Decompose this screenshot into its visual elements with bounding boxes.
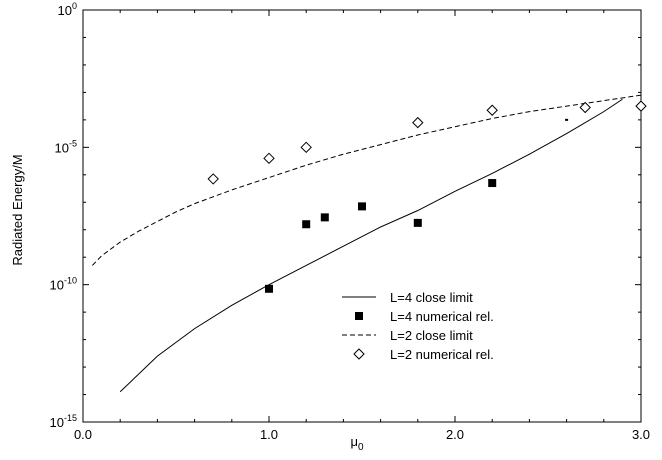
legend-marker-sample xyxy=(353,348,365,360)
y-tick-label-exponent: -15 xyxy=(64,413,77,423)
x-axis-label-main: μ xyxy=(350,434,358,449)
data-point xyxy=(635,100,647,112)
legend-entry: L=4 close limit xyxy=(342,290,473,305)
plot-border xyxy=(82,9,642,423)
legend-label: L=2 numerical rel. xyxy=(390,347,494,362)
series-line xyxy=(119,98,623,393)
plot-frame xyxy=(82,9,642,423)
y-axis-label: Radiated Energy/M xyxy=(10,154,25,265)
y-tick-label-exponent: 0 xyxy=(72,1,77,11)
x-tick-label: 2.0 xyxy=(446,427,464,442)
data-point xyxy=(579,101,591,114)
data-point xyxy=(488,179,497,188)
data-point xyxy=(412,116,424,129)
x-axis-label: μ0 xyxy=(350,434,364,453)
x-axis-label-subscript: 0 xyxy=(358,442,364,453)
data-point xyxy=(207,173,219,185)
y-tick-label: 10-10 xyxy=(50,276,77,293)
x-axis-ticks: 0.0 1.0 2.0 3.0 xyxy=(74,10,650,442)
series-4 xyxy=(207,100,647,185)
y-tick-label: 10-15 xyxy=(50,413,77,430)
y-tick-label-base: 10 xyxy=(50,278,64,293)
series-layer xyxy=(91,94,647,393)
y-tick-label-exponent: -5 xyxy=(69,138,77,148)
series-line xyxy=(91,94,642,266)
data-point-extra xyxy=(565,118,569,121)
series-2 xyxy=(265,179,497,293)
y-tick-label-base: 10 xyxy=(55,140,69,155)
y-tick-label-base: 10 xyxy=(58,3,72,18)
legend-label: L=2 close limit xyxy=(390,328,473,343)
legend-marker-sample xyxy=(355,312,363,320)
legend-label: L=4 numerical rel. xyxy=(390,309,494,324)
data-point xyxy=(486,104,498,116)
y-tick-label-base: 10 xyxy=(50,415,64,430)
legend-label: L=4 close limit xyxy=(390,290,473,305)
data-point xyxy=(300,141,312,154)
data-point xyxy=(320,213,329,222)
x-tick-label: 3.0 xyxy=(632,427,650,442)
data-point xyxy=(263,152,275,165)
legend: L=4 close limit L=4 numerical rel. L=2 clo… xyxy=(342,290,494,362)
legend-entry: L=4 numerical rel. xyxy=(355,309,494,324)
y-tick-label: 100 xyxy=(58,1,77,18)
legend-entry: L=2 numerical rel. xyxy=(353,347,494,362)
y-tick-label-exponent: -10 xyxy=(64,276,77,286)
data-point xyxy=(413,218,422,227)
series-1 xyxy=(119,98,623,393)
legend-entry: L=2 close limit xyxy=(342,328,473,343)
data-point xyxy=(302,220,311,229)
data-point xyxy=(265,284,273,293)
series-3 xyxy=(91,94,642,266)
data-point xyxy=(358,202,366,211)
x-tick-label: 0.0 xyxy=(74,427,92,442)
x-tick-label: 1.0 xyxy=(260,427,278,442)
y-tick-label: 10-5 xyxy=(55,138,77,155)
